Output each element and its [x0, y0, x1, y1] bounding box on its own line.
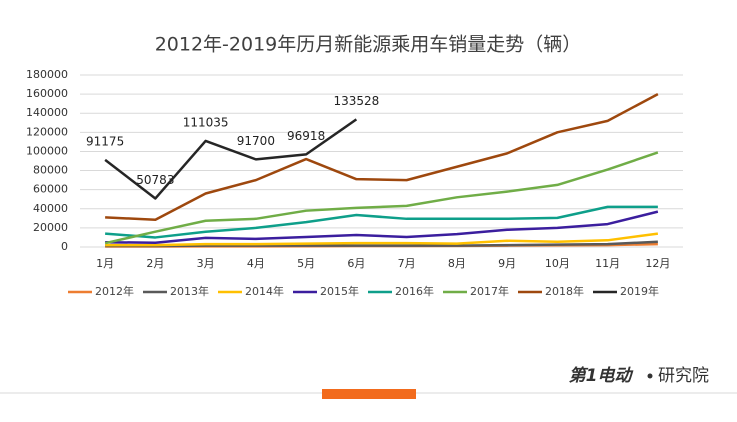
x-tick-label: 8月: [448, 257, 466, 270]
x-tick-label: 3月: [197, 257, 215, 270]
legend-label: 2018年: [545, 284, 584, 298]
legend-label: 2012年: [95, 284, 134, 298]
legend-label: 2013年: [170, 284, 209, 298]
y-tick-label: 180000: [26, 68, 68, 81]
series-line: [105, 93, 659, 222]
footer-accent: [322, 389, 416, 399]
data-label: 50783: [136, 173, 174, 187]
chart-title: 2012年-2019年历月新能源乘用车销量走势（辆）: [155, 34, 582, 56]
x-tick-label: 7月: [398, 257, 416, 270]
x-tick-label: 12月: [645, 257, 670, 270]
x-tick-label: 5月: [297, 257, 315, 270]
data-label: 133528: [333, 94, 379, 108]
x-tick-label: 4月: [247, 257, 265, 270]
y-tick-label: 60000: [33, 183, 68, 196]
data-label: 91175: [86, 134, 124, 148]
y-tick-label: 40000: [33, 202, 68, 215]
x-tick-label: 6月: [347, 257, 365, 270]
x-tick-label: 1月: [96, 257, 114, 270]
legend-label: 2017年: [470, 284, 509, 298]
y-tick-label: 20000: [33, 221, 68, 234]
y-tick-label: 140000: [26, 106, 68, 119]
series-line: [105, 240, 658, 248]
legend-label: 2014年: [245, 284, 284, 298]
legend-label: 2015年: [320, 284, 359, 298]
data-label: 96918: [287, 129, 325, 143]
y-tick-label: 160000: [26, 87, 68, 100]
brand-suffix: 研究院: [658, 366, 709, 386]
data-label: 111035: [183, 115, 229, 129]
x-tick-label: 9月: [498, 257, 516, 270]
x-tick-label: 11月: [595, 257, 620, 270]
data-label: 91700: [237, 134, 275, 148]
brand-dot: [647, 373, 653, 379]
y-tick-label: 120000: [26, 125, 68, 138]
legend-label: 2016年: [395, 284, 434, 298]
series-line: [104, 118, 358, 200]
series-line: [104, 151, 659, 245]
series-line: [105, 210, 659, 244]
series-line: [105, 232, 659, 247]
y-tick-label: 100000: [26, 144, 68, 157]
legend-label: 2019年: [620, 284, 659, 298]
x-tick-label: 2月: [146, 257, 164, 270]
y-tick-label: 0: [61, 240, 68, 253]
y-tick-label: 80000: [33, 164, 68, 177]
series-line: [105, 205, 658, 239]
brand-logo: 第1电动: [569, 366, 635, 386]
x-tick-label: 10月: [545, 257, 570, 270]
